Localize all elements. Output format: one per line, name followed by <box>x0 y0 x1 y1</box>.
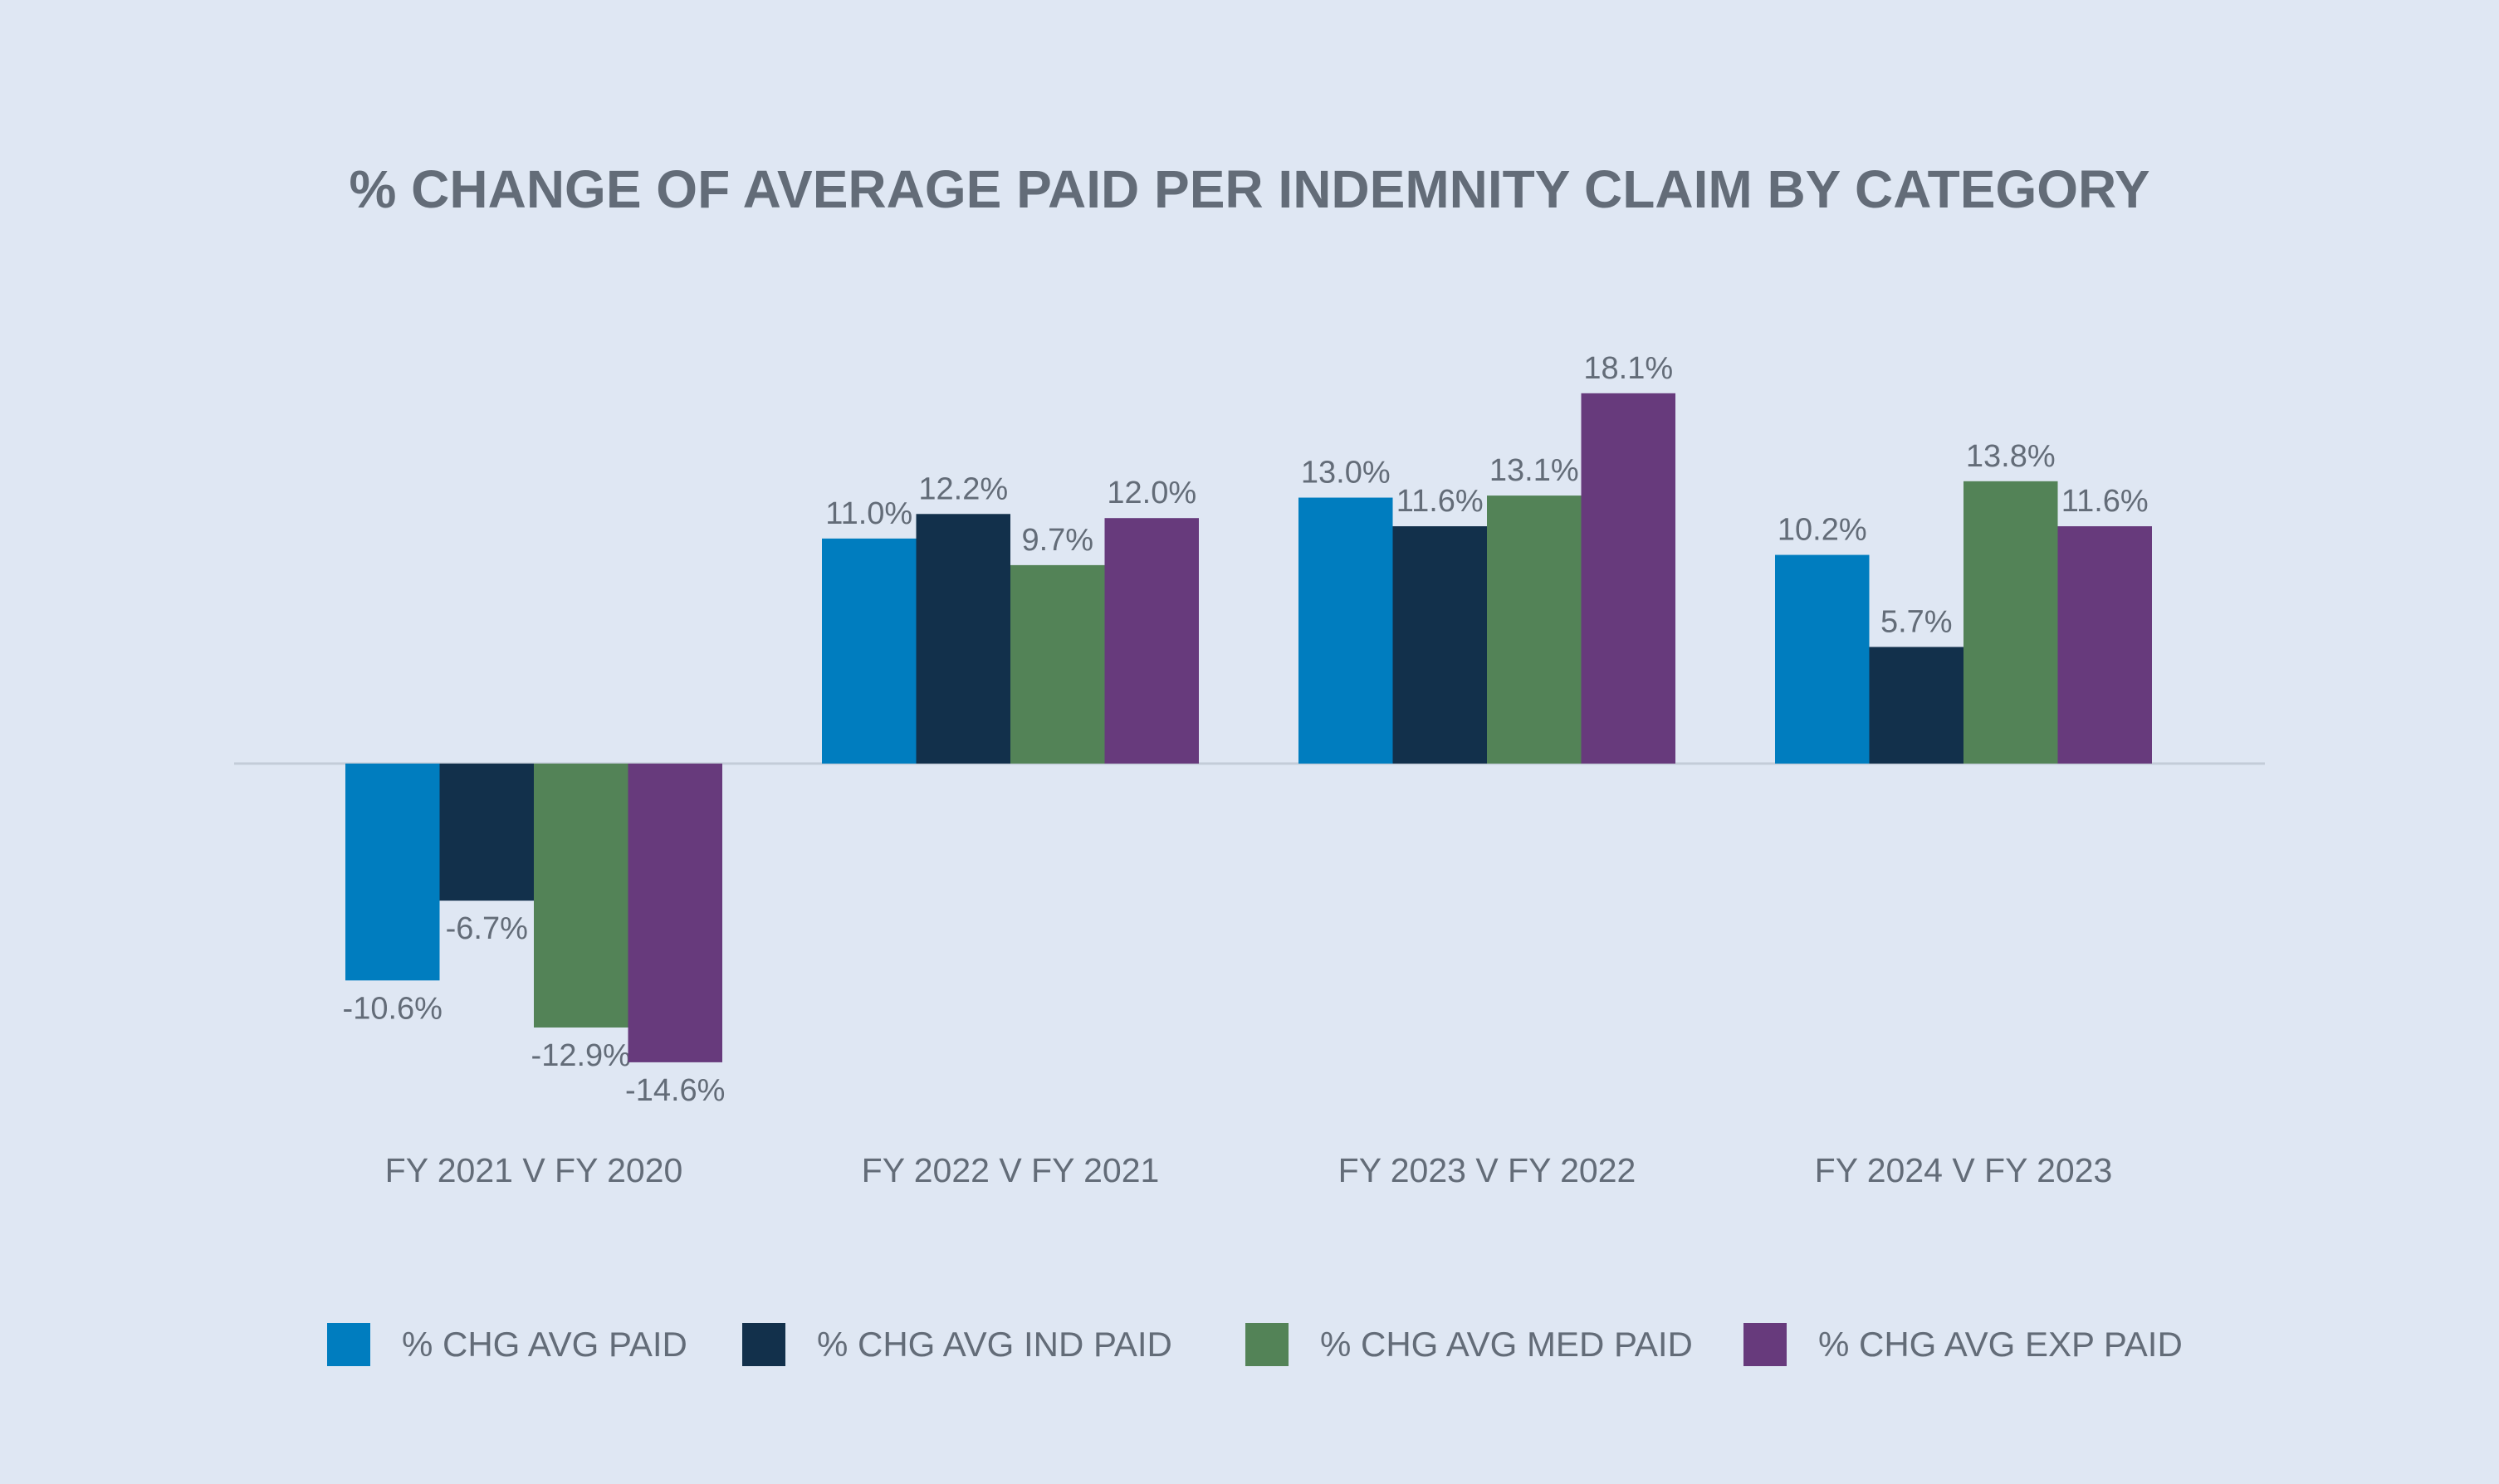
data-label: -14.6% <box>625 1073 725 1108</box>
legend-swatch <box>1245 1323 1289 1366</box>
bar <box>1487 495 1582 764</box>
legend-label: % CHG AVG EXP PAID <box>1818 1325 2183 1364</box>
legend-label: % CHG AVG MED PAID <box>1320 1325 1693 1364</box>
bar <box>1964 481 2058 764</box>
data-label: -12.9% <box>531 1038 631 1073</box>
data-label: 12.0% <box>1107 476 1196 510</box>
category-tick-label: FY 2024 V FY 2023 <box>1815 1151 2113 1189</box>
bar <box>1104 518 1199 764</box>
category-tick-label: FY 2021 V FY 2020 <box>385 1151 683 1189</box>
data-label: 11.6% <box>1396 484 1484 519</box>
bar <box>628 764 722 1062</box>
data-label: 12.2% <box>918 471 1008 506</box>
bar <box>916 514 1010 764</box>
data-label: 11.6% <box>2061 484 2149 519</box>
legend-swatch <box>327 1323 370 1366</box>
legend-label: % CHG AVG IND PAID <box>817 1325 1172 1364</box>
data-label: 13.8% <box>1966 439 2056 474</box>
data-label: -6.7% <box>446 911 528 946</box>
data-label: 9.7% <box>1021 523 1093 558</box>
data-label: 11.0% <box>825 496 912 531</box>
bar <box>1869 647 1964 764</box>
data-label: 18.1% <box>1583 351 1673 386</box>
bar <box>1581 393 1675 764</box>
chart-title: % CHANGE OF AVERAGE PAID PER INDEMNITY C… <box>349 159 2150 219</box>
category-tick-label: FY 2022 V FY 2021 <box>862 1151 1160 1189</box>
legend-swatch <box>742 1323 785 1366</box>
data-label: 13.1% <box>1489 453 1579 488</box>
bar <box>1010 564 1105 764</box>
data-label: 5.7% <box>1880 604 1953 639</box>
bar <box>1775 554 1870 764</box>
category-tick-label: FY 2023 V FY 2022 <box>1338 1151 1636 1189</box>
bar <box>1392 526 1487 764</box>
bar <box>439 764 534 901</box>
data-label: -10.6% <box>343 991 443 1026</box>
bar <box>534 764 628 1028</box>
chart-legend: % CHG AVG PAID % CHG AVG IND PAID % CHG AV… <box>0 1321 2499 1368</box>
legend-swatch <box>1743 1323 1787 1366</box>
bar <box>345 764 440 981</box>
bar <box>1298 497 1393 764</box>
bar <box>2057 526 2152 764</box>
data-label: 10.2% <box>1778 513 1867 548</box>
legend-label: % CHG AVG PAID <box>402 1325 687 1364</box>
data-label: 13.0% <box>1301 456 1391 491</box>
bar <box>822 538 917 764</box>
